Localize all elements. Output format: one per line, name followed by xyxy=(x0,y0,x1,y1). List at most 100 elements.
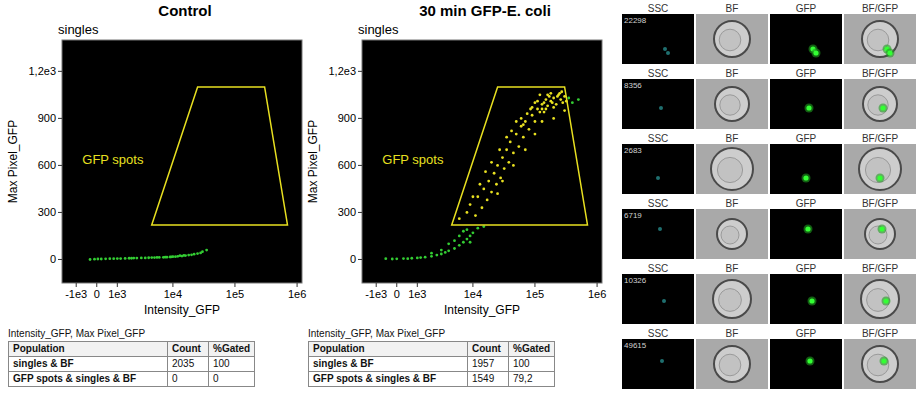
channel-image xyxy=(844,79,916,129)
channel-image xyxy=(696,144,768,194)
y-tick xyxy=(358,118,362,119)
channel-header: BF/GFP xyxy=(862,68,898,79)
channel-header: SSC xyxy=(648,68,669,79)
scatter-point xyxy=(524,120,527,123)
scatter-point xyxy=(510,130,513,133)
scatter-point xyxy=(458,217,461,220)
cell-nucleus xyxy=(719,289,742,312)
plot-area xyxy=(62,40,302,283)
scatter-point xyxy=(551,101,554,104)
scatter-point xyxy=(104,257,107,260)
channel-header: BF/GFP xyxy=(862,133,898,144)
y-tick-label: 300 xyxy=(338,206,356,218)
channel-image xyxy=(622,274,694,324)
scatter-point xyxy=(541,120,544,123)
scatter-point xyxy=(406,257,409,260)
gate xyxy=(152,87,288,225)
scatter-point xyxy=(112,257,115,260)
image-gallery: SSC22298BFGFPBF/GFPSSC8356BFGFPBF/GFPSSC… xyxy=(622,3,916,389)
channel-header: SSC xyxy=(648,263,669,274)
x-tick-label: 1e4 xyxy=(164,288,182,300)
ssc-spot xyxy=(662,299,666,303)
channel-header: GFP xyxy=(796,263,817,274)
cell xyxy=(859,148,901,190)
y-tick xyxy=(58,71,62,72)
table-row: singles & BF1957100 xyxy=(309,357,555,372)
channel-image xyxy=(770,209,842,259)
table-caption: Intensity_GFP, Max Pixel_GFP xyxy=(308,328,555,339)
y-tick xyxy=(358,165,362,166)
y-axis-title: Max Pixel_GFP xyxy=(306,120,320,203)
scatter-point xyxy=(430,252,433,255)
table-cell: GFP spots & singles & BF xyxy=(9,372,168,387)
scatter-point xyxy=(529,108,532,111)
gfp-spot xyxy=(807,358,812,363)
cell-nucleus xyxy=(717,157,742,182)
x-tick xyxy=(172,283,173,287)
table-cell: GFP spots & singles & BF xyxy=(309,372,468,387)
stats-table: Intensity_GFP, Max Pixel_GFPPopulationCo… xyxy=(308,328,555,387)
channel-image xyxy=(622,209,694,259)
x-tick xyxy=(76,283,77,287)
scatter-point xyxy=(499,177,502,180)
scatter-point xyxy=(543,101,546,104)
scatter-point xyxy=(89,258,92,261)
scatter-point xyxy=(484,170,487,173)
scatter-point xyxy=(466,238,469,241)
cell xyxy=(862,21,898,57)
scatter-point xyxy=(384,257,387,260)
y-tick-label: 300 xyxy=(38,206,56,218)
scatter-point xyxy=(135,257,138,260)
ssc-value: 10326 xyxy=(624,276,647,285)
y-tick-label: 900 xyxy=(38,112,56,124)
scatter-point xyxy=(153,256,156,259)
x-tick xyxy=(117,283,118,287)
cell xyxy=(713,280,751,318)
scatter-point xyxy=(495,183,498,186)
scatter-point xyxy=(190,253,193,256)
scatter-point xyxy=(119,257,122,260)
scatter-point xyxy=(132,257,135,260)
scatter-point xyxy=(419,256,422,259)
channel-header: BF xyxy=(726,328,739,339)
table-cell: singles & BF xyxy=(9,357,168,372)
gfp-spot xyxy=(883,298,888,303)
gfp-glow xyxy=(878,225,887,234)
x-tick xyxy=(417,283,418,287)
scatter-point xyxy=(549,92,552,95)
gfp-spot xyxy=(805,226,810,231)
scatter-point xyxy=(517,145,520,148)
scatter-point xyxy=(193,253,196,256)
scatter-point xyxy=(402,257,405,260)
channel-image xyxy=(844,209,916,259)
panel-subtitle: singles xyxy=(358,22,399,37)
scatter-point xyxy=(476,227,479,230)
scatter-point xyxy=(447,242,450,245)
scatter-point xyxy=(140,257,143,260)
ssc-spot xyxy=(666,51,670,55)
table-cell: 2035 xyxy=(168,357,209,372)
gfp-glow xyxy=(882,297,891,306)
scatter-point xyxy=(472,195,475,198)
scatter-point xyxy=(509,141,512,144)
channel-image xyxy=(844,14,916,64)
channel-image xyxy=(770,144,842,194)
scatter-point xyxy=(503,167,506,170)
scatter-point xyxy=(466,211,469,214)
scatter-point xyxy=(522,123,525,126)
scatter-point xyxy=(147,256,150,259)
scatter-point xyxy=(481,206,484,209)
scatter-point xyxy=(453,247,456,250)
channel-image xyxy=(844,274,916,324)
channel-header: SSC xyxy=(648,328,669,339)
ssc-value: 22298 xyxy=(624,16,647,25)
ssc-spot xyxy=(656,176,660,180)
scatter-point xyxy=(507,161,510,164)
ssc-spot xyxy=(663,47,667,51)
cell xyxy=(711,148,753,190)
scatter-point xyxy=(487,180,490,183)
table-cell: 0 xyxy=(209,372,255,387)
gfp-glow xyxy=(876,174,885,183)
scatter-point xyxy=(490,191,493,194)
panel-subtitle: singles xyxy=(58,22,99,37)
